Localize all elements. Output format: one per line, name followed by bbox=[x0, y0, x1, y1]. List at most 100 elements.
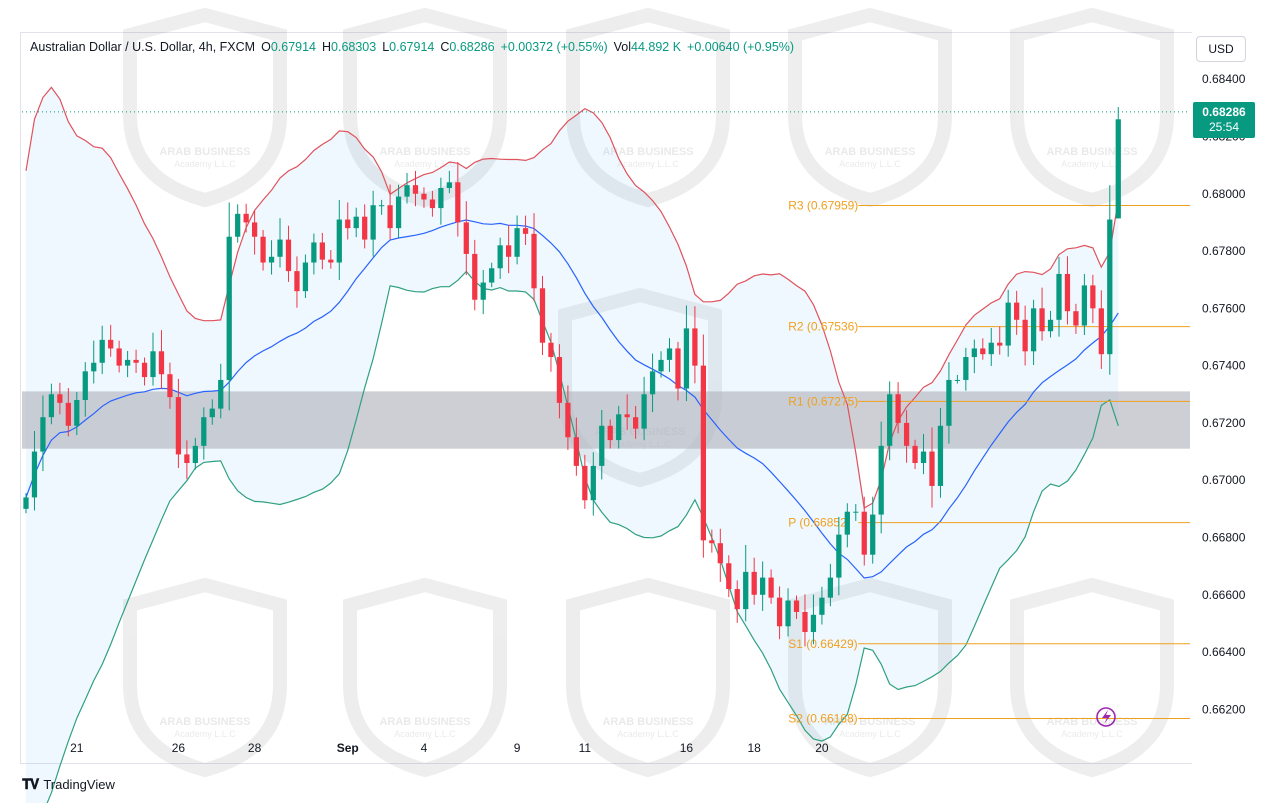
candle-body bbox=[963, 357, 969, 380]
currency-button[interactable]: USD bbox=[1196, 36, 1246, 62]
candle-body bbox=[819, 597, 825, 615]
lightning-icon-ring bbox=[1096, 707, 1116, 727]
candle-body bbox=[565, 402, 571, 438]
candle-body bbox=[709, 540, 715, 544]
x-axis-tick-label: 28 bbox=[248, 741, 262, 755]
bollinger-band-fill bbox=[26, 87, 1119, 803]
candle-body bbox=[726, 563, 732, 590]
candle-body bbox=[522, 228, 529, 234]
candle-body bbox=[251, 222, 258, 237]
candle-body bbox=[226, 236, 232, 380]
candle-body bbox=[116, 348, 122, 366]
watermark-subtext: Academy L.L.C bbox=[174, 729, 236, 739]
candle-body bbox=[658, 359, 664, 372]
candle-body bbox=[1030, 308, 1037, 352]
candle-body bbox=[895, 394, 901, 423]
candle-body bbox=[429, 199, 436, 209]
candle-body bbox=[150, 351, 156, 378]
candle-body bbox=[404, 185, 410, 197]
candle-body bbox=[57, 394, 63, 403]
bollinger-basis-line bbox=[25, 219, 1119, 579]
y-axis-tick-label: 0.68000 bbox=[1202, 187, 1246, 201]
candles bbox=[23, 106, 1121, 647]
candle-body bbox=[683, 328, 690, 389]
candle-body bbox=[489, 268, 495, 283]
candle-body bbox=[277, 239, 283, 257]
legend-symbol[interactable]: Australian Dollar / U.S. Dollar, 4h, FXC… bbox=[30, 40, 256, 54]
candle-body bbox=[887, 394, 893, 446]
candle-body bbox=[937, 425, 944, 486]
candle-body bbox=[99, 339, 105, 363]
candle-body bbox=[768, 577, 774, 598]
candle-body bbox=[378, 205, 385, 207]
candle-countdown: 25:54 bbox=[1208, 119, 1240, 134]
watermark-shield-icon bbox=[123, 7, 287, 208]
watermark-shield-icon bbox=[566, 577, 730, 778]
y-axis-tick-label: 0.66600 bbox=[1202, 588, 1246, 602]
candle-body bbox=[929, 451, 935, 486]
candle-body bbox=[776, 597, 783, 627]
pivot-label: R3 (0.67959) bbox=[788, 199, 858, 213]
watermark-shield-icon bbox=[343, 577, 507, 778]
watermark-shield-icon bbox=[788, 7, 952, 208]
candle-body bbox=[548, 342, 554, 358]
candle-body bbox=[573, 437, 579, 466]
legend-low-label: L bbox=[382, 40, 390, 54]
candle-body bbox=[531, 233, 537, 289]
watermark-text: ARAB BUSINESS bbox=[379, 146, 470, 158]
candle-body bbox=[1022, 319, 1028, 352]
candle-body bbox=[285, 239, 292, 272]
watermark-shield-icon bbox=[1010, 577, 1174, 778]
watermark-subtext: Academy L.L.C bbox=[839, 159, 901, 169]
watermark-subtext: Academy L.L.C bbox=[617, 729, 679, 739]
tradingview-logo-icon: 𝐓𝐕 bbox=[22, 776, 39, 792]
candle-body bbox=[23, 497, 29, 509]
candle-body bbox=[480, 282, 486, 300]
candle-body bbox=[243, 213, 249, 223]
watermark-text: ARAB BUSINESS bbox=[824, 146, 915, 158]
candle-body bbox=[175, 397, 182, 455]
x-axis-tick-label: 16 bbox=[680, 741, 694, 755]
candle-body bbox=[311, 242, 317, 263]
candle-body bbox=[472, 253, 478, 300]
x-axis-tick-label: 21 bbox=[70, 741, 84, 755]
candle-body bbox=[133, 359, 139, 363]
watermark-text: ARAB BUSINESS bbox=[159, 716, 250, 728]
candle-body bbox=[1064, 273, 1071, 312]
candle-body bbox=[751, 571, 757, 595]
support-zone bbox=[22, 391, 1190, 449]
candle-body bbox=[1090, 285, 1096, 309]
candle-body bbox=[946, 379, 952, 426]
legend-high-label: H bbox=[322, 40, 332, 54]
y-axis-tick-label: 0.67200 bbox=[1202, 416, 1246, 430]
last-price-tag: 0.68286 25:54 bbox=[1193, 101, 1255, 138]
legend-vol-change: +0.00640 (+0.95%) bbox=[687, 40, 795, 54]
candle-body bbox=[700, 365, 706, 541]
y-axis-tick-label: 0.67000 bbox=[1202, 473, 1246, 487]
tradingview-logo[interactable]: 𝐓𝐕 TradingView bbox=[22, 776, 115, 793]
candle-body bbox=[599, 425, 605, 466]
watermark-subtext: Academy L.L.C bbox=[394, 159, 456, 169]
tradingview-logo-text: TradingView bbox=[43, 777, 115, 792]
watermark-shield-icon bbox=[1010, 7, 1174, 208]
candle-body bbox=[582, 465, 588, 501]
last-price-value: 0.68286 bbox=[1202, 104, 1246, 119]
candle-body bbox=[1056, 273, 1062, 320]
watermark-shield-icon bbox=[566, 7, 730, 208]
candle-body bbox=[65, 402, 71, 426]
candle-body bbox=[971, 348, 977, 358]
y-axis-tick-label: 0.67800 bbox=[1202, 244, 1246, 258]
candle-body bbox=[616, 414, 622, 441]
candle-body bbox=[649, 371, 656, 395]
watermark-text: ARAB BUSINESS bbox=[1046, 146, 1137, 158]
candle-body bbox=[920, 451, 927, 464]
candle-body bbox=[743, 571, 749, 610]
candle-body bbox=[1107, 219, 1113, 355]
candle-body bbox=[438, 188, 444, 209]
